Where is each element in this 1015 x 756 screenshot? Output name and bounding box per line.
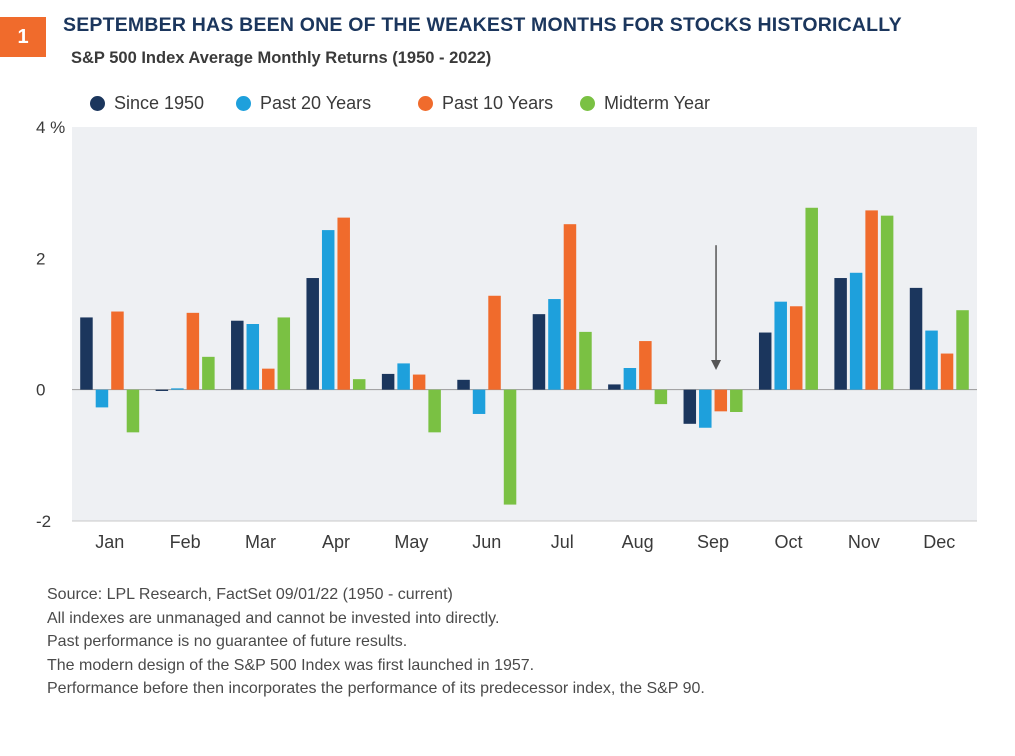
bar-dec-past-10-years: [940, 353, 954, 390]
bar-sep-past-10-years: [714, 389, 728, 412]
bar-mar-past-10-years: [262, 368, 275, 390]
footnote-past-performance: Past performance is no guarantee of futu…: [47, 633, 408, 650]
bar-jun-midterm-year: [503, 389, 517, 505]
legend-dot-past-20-years: [236, 96, 251, 111]
bar-oct-since-1950: [758, 332, 772, 390]
footnote-index-design: The modern design of the S&P 500 Index w…: [47, 656, 535, 674]
bar-jan-past-20-years: [95, 389, 109, 408]
annotation-arrow-head: [711, 359, 722, 370]
bar-dec-since-1950: [909, 287, 923, 390]
x-tick-label: Feb: [170, 532, 201, 552]
bar-apr-past-20-years: [321, 230, 335, 390]
legend-item-past-10-years: Past 10 Years: [418, 93, 553, 114]
bar-jul-since-1950: [532, 314, 546, 390]
bar-jun-past-10-years: [488, 295, 501, 390]
footnotes: Source: LPL Research, FactSet 09/01/22 (…: [47, 583, 705, 701]
footnote-unmanaged: All indexes are unmanaged and cannot be …: [47, 609, 500, 627]
footnote-source: Source: LPL Research, FactSet 09/01/22 (…: [47, 586, 453, 603]
x-tick-label: Aug: [622, 532, 654, 552]
chart-subtitle: S&P 500 Index Average Monthly Returns (1…: [71, 49, 492, 67]
x-tick-label: Nov: [848, 532, 880, 552]
bar-oct-past-20-years: [774, 301, 787, 390]
bar-oct-past-10-years: [789, 306, 803, 390]
bar-may-midterm-year: [428, 389, 441, 433]
bar-nov-past-20-years: [849, 272, 863, 390]
x-tick-label: Jul: [551, 532, 574, 552]
bar-aug-past-20-years: [623, 367, 637, 390]
legend-label: Past 20 Years: [260, 93, 372, 113]
bar-sep-past-20-years: [699, 389, 712, 428]
footnote-predecessor: Performance before then incorporates the…: [47, 680, 705, 697]
bar-jan-since-1950: [80, 317, 93, 390]
bar-mar-past-20-years: [246, 324, 260, 390]
plot-area: [72, 127, 977, 521]
x-tick-label: Oct: [774, 532, 802, 552]
bar-dec-midterm-year: [956, 310, 969, 390]
bar-sep-midterm-year: [730, 389, 743, 412]
legend-item-midterm-year: Midterm Year: [580, 93, 710, 114]
bar-jul-past-20-years: [548, 299, 561, 390]
bar-sep-since-1950: [683, 389, 697, 424]
bar-feb-midterm-year: [202, 356, 215, 390]
bar-chart: 4 % 2 0 -2 Jan Feb Mar Apr May Jun Jul Aug Sep Oct Nov…: [36, 118, 977, 552]
bar-apr-past-10-years: [337, 217, 350, 390]
x-tick-label: Jun: [472, 532, 501, 552]
bar-jul-past-10-years: [563, 224, 577, 390]
bar-feb-past-10-years: [186, 312, 200, 390]
x-tick-label: Sep: [697, 532, 729, 552]
bar-aug-midterm-year: [654, 389, 668, 405]
bar-feb-since-1950: [155, 389, 169, 391]
legend-item-past-20-years: Past 20 Years: [236, 93, 371, 114]
x-tick-label: Dec: [923, 532, 955, 552]
y-tick-label: 4 %: [36, 118, 65, 137]
bar-may-since-1950: [381, 373, 395, 390]
bar-jul-midterm-year: [579, 331, 592, 390]
figure-number-badge: 1: [0, 17, 46, 57]
bar-dec-past-20-years: [925, 330, 938, 390]
legend-dot-since-1950: [90, 96, 105, 111]
bar-may-past-10-years: [412, 374, 426, 390]
x-tick-label: Mar: [245, 532, 276, 552]
bar-oct-midterm-year: [805, 207, 818, 390]
legend-item-since-1950: Since 1950: [90, 93, 204, 114]
bar-jun-since-1950: [457, 379, 470, 390]
bar-jun-past-20-years: [472, 389, 486, 414]
bar-nov-past-10-years: [865, 210, 878, 390]
bar-aug-past-10-years: [639, 341, 652, 390]
bar-apr-midterm-year: [352, 379, 366, 390]
x-tick-label: Apr: [322, 532, 350, 552]
bar-mar-since-1950: [231, 320, 244, 390]
bar-aug-since-1950: [608, 384, 621, 390]
bar-nov-midterm-year: [880, 215, 894, 390]
bar-apr-since-1950: [306, 278, 319, 390]
x-tick-label: Jan: [95, 532, 124, 552]
chart-title: SEPTEMBER HAS BEEN ONE OF THE WEAKEST MO…: [63, 14, 902, 36]
y-tick-label: 2: [36, 249, 45, 268]
legend-label: Past 10 Years: [442, 93, 554, 113]
bar-feb-past-20-years: [171, 388, 184, 390]
y-tick-label: -2: [36, 512, 51, 531]
x-tick-label: May: [394, 532, 428, 552]
bar-may-past-20-years: [397, 363, 410, 390]
legend-label: Midterm Year: [604, 93, 711, 113]
legend-label: Since 1950: [114, 93, 205, 113]
bar-jan-past-10-years: [111, 311, 124, 390]
bar-mar-midterm-year: [277, 317, 291, 390]
legend-dot-past-10-years: [418, 96, 433, 111]
legend-dot-midterm-year: [580, 96, 595, 111]
y-tick-label: 0: [36, 381, 45, 400]
bar-jan-midterm-year: [126, 389, 140, 433]
bar-nov-since-1950: [834, 278, 847, 390]
